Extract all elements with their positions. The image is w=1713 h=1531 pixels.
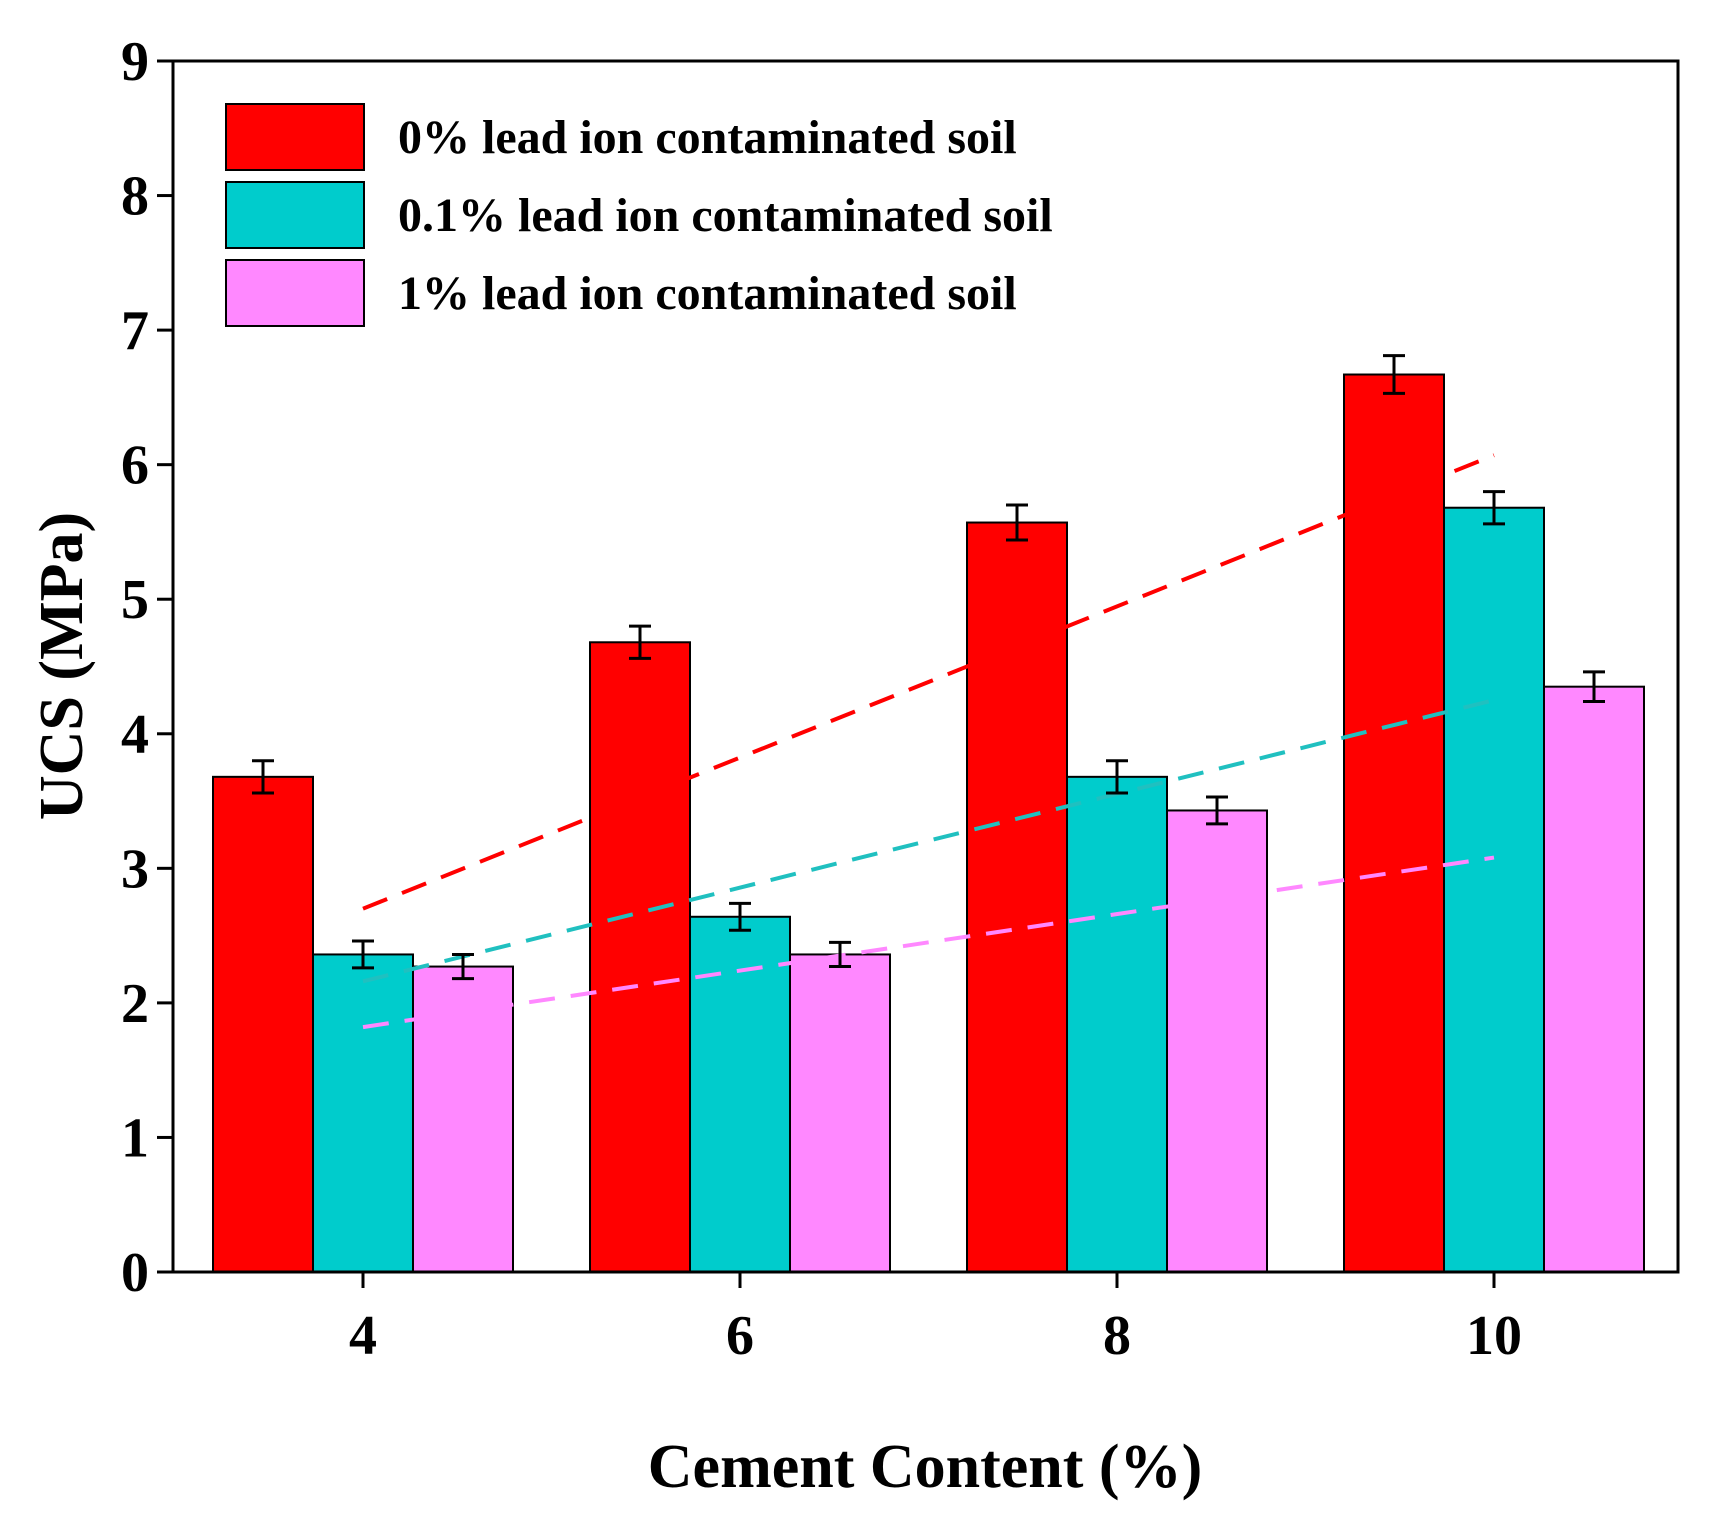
x-tick-label-4: 4 [349, 1305, 377, 1367]
bar-1-cat-6 [589, 641, 691, 1273]
y-tick-label-9: 9 [121, 31, 149, 93]
bar-2-cat-4 [312, 953, 414, 1274]
bar-1-cat-10 [1343, 373, 1445, 1273]
error-bar-1-cat-8 [1006, 503, 1028, 542]
trendline-1 [362, 453, 1495, 911]
x-tick-label-8: 8 [1103, 1305, 1131, 1367]
legend-swatch-1 [225, 103, 365, 171]
bar-1-cat-4 [212, 775, 314, 1274]
error-bar-3-cat-10 [1583, 670, 1605, 703]
x-axis-title: Cement Content (%) [648, 1433, 1202, 1501]
bar-3-cat-8 [1166, 809, 1268, 1273]
y-tick-label-0: 0 [121, 1242, 149, 1304]
bar-1-cat-8 [966, 521, 1068, 1273]
x-tick-label-6: 6 [726, 1305, 754, 1367]
error-bar-1-cat-10 [1383, 354, 1405, 395]
legend-label-1: 0% lead ion contaminated soil [398, 111, 1017, 164]
legend-label-2: 0.1% lead ion contaminated soil [398, 189, 1053, 242]
legend: 0% lead ion contaminated soil 0.1% lead i… [225, 103, 1053, 327]
axis-layer: 0 1 2 3 4 5 6 7 8 9 4 6 8 10 [121, 31, 1522, 1367]
y-tick-label-4: 4 [121, 704, 149, 766]
x-tick-label-10: 10 [1466, 1305, 1522, 1367]
bar-2-cat-8 [1066, 775, 1168, 1274]
legend-entry-3: 1% lead ion contaminated soil [225, 259, 1017, 327]
y-tick-label-2: 2 [121, 973, 149, 1035]
y-tick-label-6: 6 [121, 435, 149, 497]
bar-3-cat-10 [1543, 685, 1645, 1273]
y-tick-label-8: 8 [121, 166, 149, 228]
legend-swatch-3 [225, 259, 365, 327]
y-tick-label-1: 1 [121, 1107, 149, 1169]
error-bar-2-cat-6 [729, 901, 751, 932]
trendline-3 [362, 855, 1495, 1030]
trendline-2 [362, 698, 1495, 984]
error-bar-1-cat-4 [252, 759, 274, 795]
plot-frame [171, 59, 1680, 1274]
error-bars-layer [252, 354, 1605, 981]
legend-entry-1: 0% lead ion contaminated soil [225, 103, 1017, 171]
legend-swatch-2 [225, 181, 365, 249]
error-bar-1-cat-6 [629, 624, 651, 660]
error-bar-3-cat-8 [1206, 795, 1228, 826]
y-tick-label-5: 5 [121, 569, 149, 631]
error-bar-2-cat-10 [1483, 490, 1505, 526]
trendlines-layer [362, 453, 1495, 1030]
y-axis-title: UCS (MPa) [28, 512, 96, 820]
error-bar-3-cat-6 [829, 940, 851, 969]
y-tick-label-7: 7 [121, 300, 149, 362]
error-bar-2-cat-8 [1106, 759, 1128, 795]
error-bar-3-cat-4 [452, 952, 474, 981]
bar-3-cat-6 [789, 953, 891, 1274]
error-bar-2-cat-4 [352, 939, 374, 970]
legend-entry-2: 0.1% lead ion contaminated soil [225, 181, 1053, 249]
legend-label-3: 1% lead ion contaminated soil [398, 267, 1017, 320]
bar-2-cat-10 [1443, 506, 1545, 1274]
y-tick-label-3: 3 [121, 838, 149, 900]
